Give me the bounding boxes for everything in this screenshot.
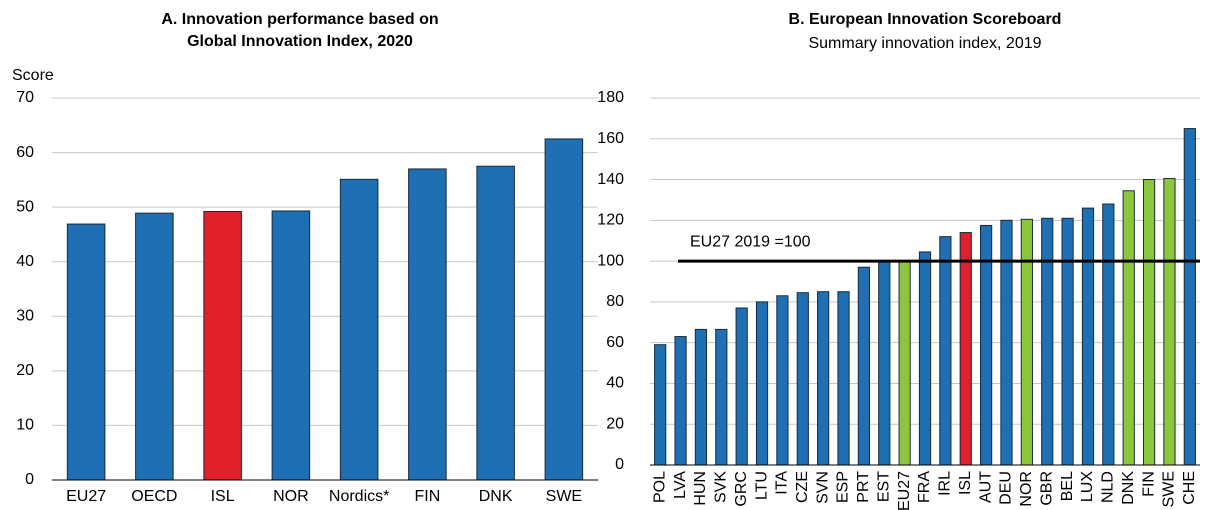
x-tick-label: LVA xyxy=(672,471,689,499)
x-tick-label: SWE xyxy=(546,488,582,505)
x-tick-label: DNK xyxy=(1120,471,1137,505)
bar xyxy=(694,328,708,466)
y-axis-label: Score xyxy=(12,67,54,84)
bar xyxy=(135,212,174,481)
x-tick-label: ESP xyxy=(835,471,852,503)
bar xyxy=(1061,217,1074,466)
y-tick-label: 180 xyxy=(597,89,624,106)
chart-subtitle: Summary innovation index, 2019 xyxy=(808,35,1041,52)
x-tick-label: SVK xyxy=(713,471,730,503)
bar xyxy=(1081,207,1095,466)
x-tick-label: BEL xyxy=(1059,471,1076,501)
bar xyxy=(1183,128,1196,466)
bar xyxy=(654,344,667,466)
x-tick-label: AUT xyxy=(977,471,994,503)
x-tick-label: POL xyxy=(651,471,668,503)
bar xyxy=(1163,178,1176,466)
bar xyxy=(476,165,515,481)
y-tick-label: 100 xyxy=(597,252,624,269)
bar xyxy=(203,211,242,481)
y-tick-label: 30 xyxy=(16,308,34,325)
x-tick-label: FIN xyxy=(414,488,440,505)
bar xyxy=(878,260,891,466)
y-tick-label: 0 xyxy=(25,471,34,488)
y-tick-label: 140 xyxy=(597,171,624,188)
x-tick-label: EU27 xyxy=(66,488,106,505)
bar xyxy=(66,223,106,481)
bar xyxy=(898,260,911,466)
x-tick-label: EU27 xyxy=(896,471,913,510)
y-tick-label: 20 xyxy=(16,362,34,379)
y-tick-label: 40 xyxy=(606,375,624,392)
x-tick-label: GBR xyxy=(1038,471,1055,506)
x-tick-label: PRT xyxy=(855,471,872,503)
x-tick-label: OECD xyxy=(131,488,177,505)
bar xyxy=(408,168,447,481)
bar xyxy=(796,292,809,466)
bar xyxy=(959,232,972,466)
y-tick-label: 80 xyxy=(606,293,624,310)
y-tick-label: 160 xyxy=(597,130,624,147)
y-tick-label: 40 xyxy=(16,253,34,270)
y-tick-label: 20 xyxy=(606,415,624,432)
bar xyxy=(271,210,311,481)
bar xyxy=(837,291,850,466)
bar xyxy=(1102,203,1115,466)
x-tick-label: CZE xyxy=(794,471,811,503)
bar xyxy=(1041,217,1054,466)
bar xyxy=(755,301,769,466)
bar xyxy=(939,236,952,466)
y-tick-label: 0 xyxy=(615,456,624,473)
x-tick-label: ITA xyxy=(774,471,791,495)
x-tick-label: LUX xyxy=(1079,471,1096,502)
x-tick-label: ISL xyxy=(211,488,235,505)
x-tick-label: SVN xyxy=(814,471,831,504)
bar xyxy=(339,178,379,481)
x-tick-label: DNK xyxy=(479,488,513,505)
bar xyxy=(1000,219,1013,466)
y-tick-label: 60 xyxy=(16,144,34,161)
chart-title: Global Innovation Index, 2020 xyxy=(187,33,413,50)
bar xyxy=(1142,179,1156,466)
x-tick-label: NLD xyxy=(1100,471,1117,503)
y-tick-label: 50 xyxy=(16,198,34,215)
x-tick-label: CHE xyxy=(1181,471,1198,505)
bar xyxy=(674,336,687,466)
y-tick-label: 120 xyxy=(597,212,624,229)
chart-title: B. European Innovation Scoreboard xyxy=(789,11,1062,28)
x-tick-label: NOR xyxy=(1018,471,1035,507)
chart-title: A. Innovation performance based on xyxy=(161,11,438,28)
y-tick-label: 10 xyxy=(16,417,34,434)
x-tick-label: FRA xyxy=(916,471,933,503)
y-tick-label: 70 xyxy=(16,89,34,106)
x-tick-label: FIN xyxy=(1140,471,1157,497)
x-tick-label: SWE xyxy=(1161,471,1178,507)
bar xyxy=(715,328,728,466)
x-tick-label: Nordics* xyxy=(329,488,389,505)
bar xyxy=(735,307,748,466)
bar xyxy=(1122,190,1135,466)
x-tick-label: GRC xyxy=(733,471,750,507)
bar xyxy=(918,251,932,466)
x-tick-label: IRL xyxy=(937,471,954,496)
x-tick-label: NOR xyxy=(273,488,309,505)
y-tick-label: 60 xyxy=(606,334,624,351)
x-tick-label: HUN xyxy=(692,471,709,506)
x-tick-label: ISL xyxy=(957,471,974,495)
x-tick-label: EST xyxy=(875,471,892,502)
bar xyxy=(544,138,584,481)
bar xyxy=(1020,218,1033,466)
bar xyxy=(776,295,789,466)
x-tick-label: DEU xyxy=(998,471,1015,505)
bar xyxy=(857,266,870,466)
annotation: EU27 2019 =100 xyxy=(690,233,811,250)
x-tick-label: LTU xyxy=(753,471,770,500)
bar xyxy=(817,291,830,466)
